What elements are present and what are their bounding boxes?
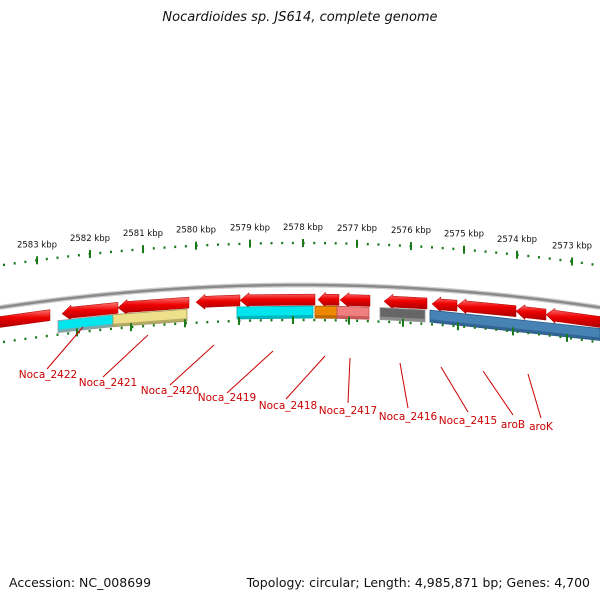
label-leader xyxy=(482,370,514,416)
gene-arrow[interactable] xyxy=(383,293,428,310)
gene-label[interactable]: Noca_2422 xyxy=(19,369,77,381)
gene-arrow[interactable] xyxy=(515,304,547,321)
kbp-label: 2573 kbp xyxy=(552,241,592,251)
gene-label[interactable]: Noca_2415 xyxy=(439,415,497,427)
kbp-label: 2577 kbp xyxy=(337,224,377,234)
kbp-label: 2583 kbp xyxy=(17,240,57,250)
cyan-feature-band xyxy=(236,315,314,319)
label-leader xyxy=(399,362,409,409)
inner-tick-ring xyxy=(3,316,594,344)
accession-text: Accession: NC_008699 xyxy=(9,575,152,590)
gene-label[interactable]: aroK xyxy=(529,421,554,433)
gene-arrow[interactable] xyxy=(431,296,458,313)
gene-arrow[interactable] xyxy=(195,293,241,310)
label-leader xyxy=(285,355,326,400)
gene-label[interactable]: Noca_2416 xyxy=(379,411,438,423)
pink-feature-band xyxy=(336,315,370,320)
gene-labels: Noca_2422Noca_2421Noca_2420Noca_2419Noca… xyxy=(19,326,554,433)
kbp-label: 2578 kbp xyxy=(283,223,323,233)
kbp-label: 2575 kbp xyxy=(444,230,484,240)
gene-label[interactable]: Noca_2417 xyxy=(319,405,377,417)
gene-arrow[interactable] xyxy=(545,307,600,328)
kbp-ruler: 2583 kbp 2582 kbp 2581 kbp 2580 kbp 2579 kbp… xyxy=(3,223,594,267)
label-leader xyxy=(169,344,215,386)
gene-arrow[interactable] xyxy=(317,291,340,308)
label-leader xyxy=(46,326,84,370)
kbp-label: 2576 kbp xyxy=(391,226,431,236)
kbp-label: 2580 kbp xyxy=(176,226,216,236)
gene-arrow[interactable] xyxy=(239,292,316,309)
gene-label[interactable]: Noca_2419 xyxy=(198,392,256,404)
gene-label[interactable]: Noca_2420 xyxy=(141,385,199,397)
label-leader xyxy=(347,357,351,404)
map-title: Nocardioides sp. JS614, complete genome xyxy=(162,10,438,25)
genome-backbone xyxy=(0,282,600,310)
gene-label[interactable]: aroB xyxy=(501,419,525,431)
backbone-line xyxy=(0,283,600,309)
kbp-label: 2581 kbp xyxy=(123,229,163,239)
label-leader xyxy=(226,350,274,394)
yellow-feature-band xyxy=(112,318,188,327)
label-leader xyxy=(527,373,542,419)
label-leader xyxy=(102,334,149,378)
kbp-label: 2579 kbp xyxy=(230,224,270,234)
label-leader xyxy=(440,366,469,413)
kbp-label: 2574 kbp xyxy=(497,235,537,245)
cyan-feature-band xyxy=(57,323,114,333)
genome-summary: Topology: circular; Length: 4,985,871 bp… xyxy=(246,575,590,590)
gene-label[interactable]: Noca_2421 xyxy=(79,377,137,389)
kbp-label: 2582 kbp xyxy=(70,234,110,244)
gene-label[interactable]: Noca_2418 xyxy=(259,400,317,412)
gene-arrow[interactable] xyxy=(0,309,51,328)
gene-arrow[interactable] xyxy=(339,292,371,309)
